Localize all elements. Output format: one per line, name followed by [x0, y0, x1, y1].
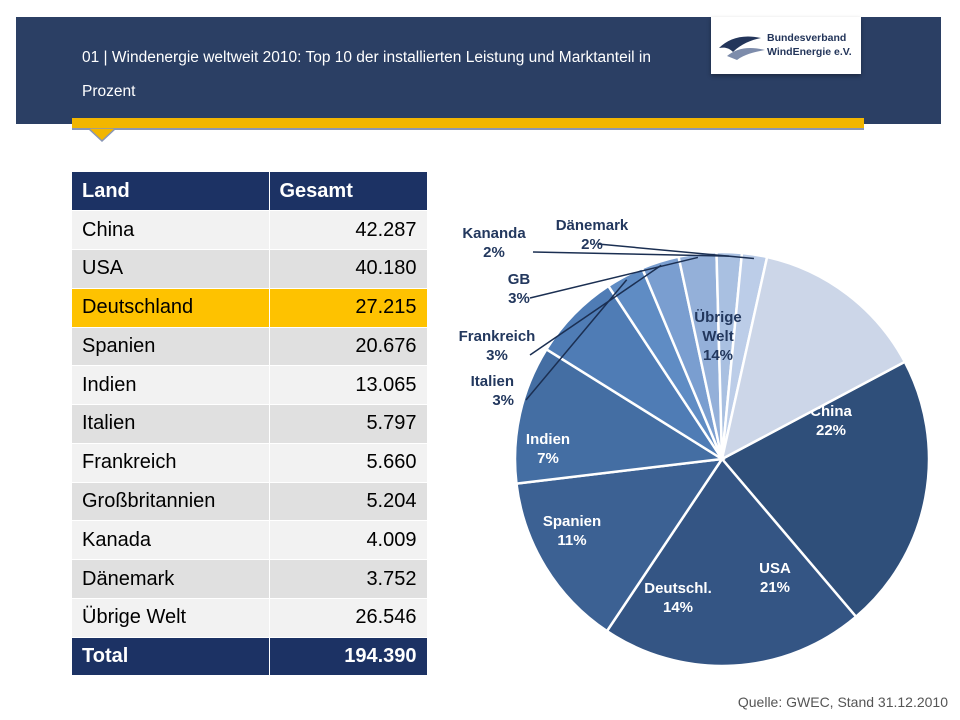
cell-value: 5.204	[269, 482, 428, 522]
market-share-pie-chart: China 22%USA 21%Deutschl. 14%Spanien 11%Indi…	[459, 217, 931, 668]
cell-value: 20.676	[269, 327, 428, 367]
logo-text: Bundesverband WindEnergie e.V.	[767, 31, 859, 59]
cell-value: 4.009	[269, 520, 428, 561]
cell-value: 5.660	[269, 443, 428, 483]
cell-country: Indien	[72, 365, 270, 406]
leader-line	[597, 243, 755, 260]
table-row: Indien 13.065	[72, 365, 428, 406]
table-row: Dänemark 3.752	[72, 559, 428, 599]
cell-value: 42.287	[269, 210, 428, 251]
table-row: USA 40.180	[72, 249, 428, 289]
pie-label: Indien 7%	[526, 431, 570, 467]
cell-country: Dänemark	[72, 559, 270, 599]
pie-label: Spanien 11%	[543, 513, 601, 549]
table-total-row: Total 194.390	[72, 637, 428, 677]
pie-slice-usa	[605, 456, 858, 668]
pie-slice-china	[720, 360, 931, 619]
cell-value: 26.546	[269, 598, 428, 638]
cell-value: 3.752	[269, 559, 428, 599]
table-row-highlighted: Deutschland 27.215	[72, 288, 428, 328]
table-row: Übrige Welt 26.546	[72, 598, 428, 638]
table-row: Italien 5.797	[72, 404, 428, 444]
leader-line	[529, 264, 662, 356]
table-row: Frankreich 5.660	[72, 443, 428, 483]
pie-label: Übrige Welt 14%	[694, 309, 742, 364]
pie-label: USA 21%	[759, 560, 791, 596]
pie-label: Deutschl. 14%	[644, 580, 712, 616]
pie-label: Kananda 2%	[462, 225, 526, 261]
pie-slice-spanien	[513, 347, 726, 485]
pie-label: Dänemark 2%	[556, 217, 629, 253]
slide-title: 01 | Windenergie weltweit 2010: Top 10 d…	[82, 49, 651, 100]
cell-value: 5.797	[269, 404, 428, 444]
cell-value: 27.215	[269, 288, 428, 328]
cell-country: Italien	[72, 404, 270, 444]
pie-label: GB 3%	[508, 271, 531, 307]
cell-total-value: 194.390	[269, 637, 428, 677]
cell-country: USA	[72, 249, 270, 289]
cell-value: 40.180	[269, 249, 428, 289]
table-row: Kanada 4.009	[72, 520, 428, 561]
column-header-land: Land	[72, 172, 270, 212]
cell-country: Spanien	[72, 327, 270, 367]
table-row: Spanien 20.676	[72, 327, 428, 367]
pie-label: Italien 3%	[471, 373, 514, 409]
pie-slice-deutschl-	[515, 457, 725, 633]
cell-country: Deutschland	[72, 288, 270, 328]
cell-country: Frankreich	[72, 443, 270, 483]
logo-bird-icon	[719, 36, 765, 60]
pie-label: Frankreich 3%	[459, 328, 536, 364]
logo-line-2: WindEnergie e.V.	[767, 46, 852, 58]
logo: Bundesverband WindEnergie e.V.	[711, 17, 861, 74]
table-row: China 42.287	[72, 210, 428, 251]
cell-country: Kanada	[72, 520, 270, 561]
source-note: Quelle: GWEC, Stand 31.12.2010	[737, 694, 948, 710]
column-header-gesamt: Gesamt	[269, 172, 428, 212]
cell-country: Großbritannien	[72, 482, 270, 522]
leader-line	[529, 256, 699, 299]
pie-slice-übrige-welt	[720, 255, 907, 462]
leader-line	[532, 251, 730, 257]
capacity-table: Land Gesamt China 42.287 USA 40.180 Deut…	[72, 172, 428, 677]
accent-bar	[72, 118, 864, 130]
table-header-row: Land Gesamt	[72, 172, 428, 212]
cell-total-label: Total	[72, 637, 270, 677]
table-row: Großbritannien 5.204	[72, 482, 428, 522]
cell-country: Übrige Welt	[72, 598, 270, 638]
cell-value: 13.065	[269, 365, 428, 406]
logo-line-1: Bundesverband	[767, 32, 847, 44]
callout-arrow-icon	[86, 128, 118, 143]
cell-country: China	[72, 210, 270, 251]
